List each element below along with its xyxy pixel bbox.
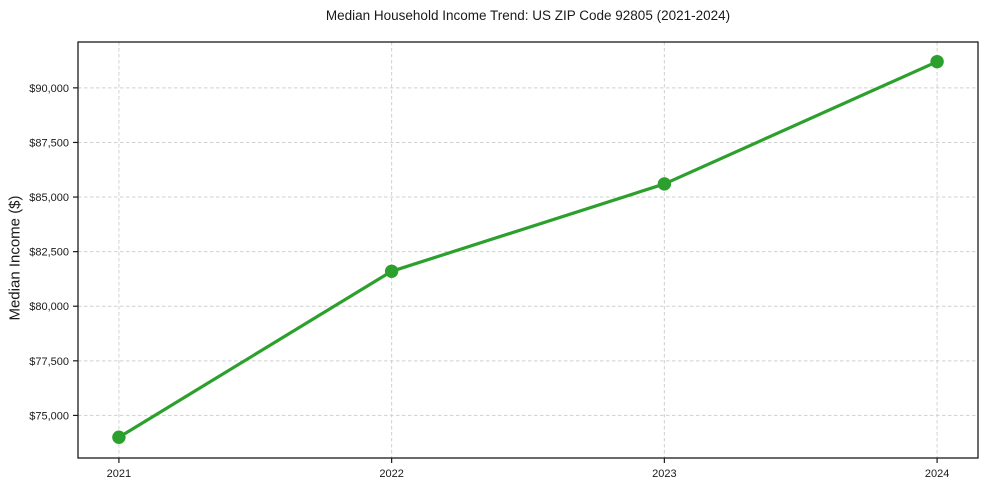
data-point-2024 <box>930 54 944 69</box>
x-tick-label: 2021 <box>107 468 131 480</box>
plot-border <box>77 41 979 459</box>
x-tick-label: 2022 <box>379 468 403 480</box>
chart-title: Median Household Income Trend: US ZIP Co… <box>325 8 731 23</box>
y-tick-label: $82,500 <box>29 247 69 259</box>
y-tick-label: $87,500 <box>29 137 69 149</box>
x-tick-label: 2024 <box>925 468 949 480</box>
y-tick-label: $77,500 <box>29 356 69 368</box>
data-point-2022 <box>384 264 399 278</box>
y-tick-label: $85,000 <box>29 192 69 204</box>
y-tick-label: $80,000 <box>29 301 69 313</box>
data-point-2023 <box>657 177 672 191</box>
y-tick-label: $75,000 <box>29 410 69 422</box>
data-point-2021 <box>112 430 126 444</box>
y-tick-label: $90,000 <box>29 83 69 95</box>
x-tick-label: 2023 <box>652 468 676 480</box>
trend-line <box>117 60 939 439</box>
